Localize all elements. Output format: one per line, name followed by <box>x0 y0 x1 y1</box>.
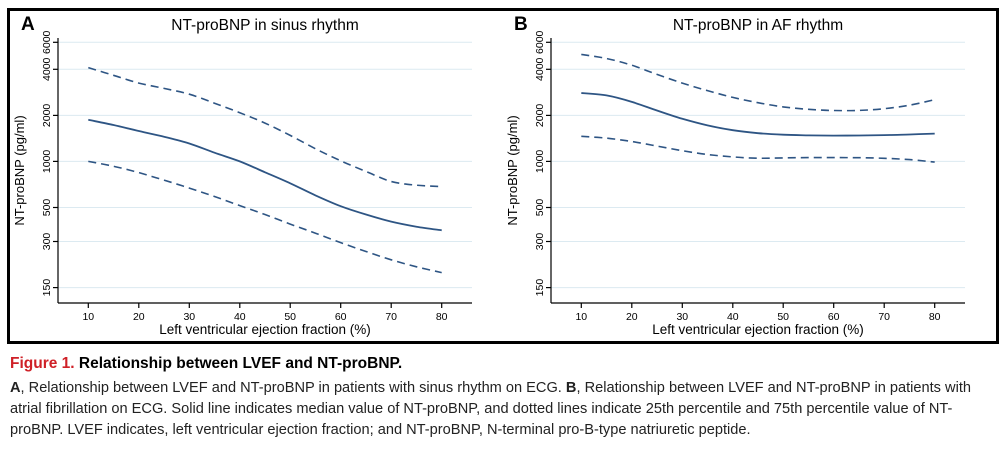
x-tick-label: 30 <box>676 311 688 323</box>
x-tick-label: 70 <box>385 311 397 323</box>
y-tick-label: 2000 <box>41 104 53 128</box>
figure-caption: Figure 1. Relationship between LVEF and … <box>10 354 1000 441</box>
caption-heading: Figure 1. Relationship between LVEF and … <box>10 354 1000 374</box>
x-tick-label: 80 <box>436 311 448 323</box>
chart-panel-b: 150 300 500 1000 2000 4000 6000 10 20 30 40 50 60 70 8… <box>503 11 996 341</box>
x-tick-label: 60 <box>335 311 347 323</box>
caption-body-segment: A <box>10 380 21 397</box>
y-tick-label: 500 <box>41 199 53 217</box>
chart-b-svg: 150 300 500 1000 2000 4000 6000 10 20 30 40 50 60 70 8… <box>505 17 965 337</box>
chart-a-svg: 150 300 500 1000 2000 4000 6000 10 20 30 40 50 60 70 8… <box>12 17 472 337</box>
y-tick-label: 500 <box>534 199 546 217</box>
chart-title: NT-proBNP in AF rhythm <box>673 17 843 34</box>
x-tick-label: 10 <box>575 311 587 323</box>
y-axis-title: NT-proBNP (pg/ml) <box>505 115 520 225</box>
figure-number-label: Figure 1. <box>10 355 75 372</box>
y-tick-label: 1000 <box>41 150 53 174</box>
y-tick-label: 4000 <box>41 57 53 81</box>
x-axis-title: Left ventricular ejection fraction (%) <box>652 322 864 337</box>
caption-body-segment: , Relationship between LVEF and NT-proBN… <box>10 380 971 439</box>
chart-panel-a: 150 300 500 1000 2000 4000 6000 10 20 30 40 50 60 70 8… <box>10 11 503 341</box>
series-75th-percentile-line <box>581 53 935 112</box>
x-axis-title: Left ventricular ejection fraction (%) <box>159 322 371 337</box>
y-tick-label: 6000 <box>41 30 53 54</box>
y-tick-label: 4000 <box>534 57 546 81</box>
x-tick-label: 70 <box>878 311 890 323</box>
x-tick-label: 80 <box>929 311 941 323</box>
x-tick-label: 60 <box>828 311 840 323</box>
series-median-nt-probnp-line <box>581 92 935 137</box>
panel-label-a: A <box>21 14 35 35</box>
x-tick-label: 50 <box>284 311 296 323</box>
x-tick-label: 20 <box>626 311 638 323</box>
caption-body-segment: , Relationship between LVEF and NT-proBN… <box>20 380 566 397</box>
x-tick-label: 50 <box>777 311 789 323</box>
y-tick-label: 300 <box>534 233 546 251</box>
x-tick-label: 40 <box>727 311 739 323</box>
caption-heading-text: Relationship between LVEF and NT-proBNP. <box>74 355 403 372</box>
x-tick-label: 20 <box>133 311 145 323</box>
x-tick-label: 30 <box>183 311 195 323</box>
y-tick-label: 6000 <box>534 30 546 54</box>
y-tick-label: 1000 <box>534 150 546 174</box>
x-tick-label: 40 <box>234 311 246 323</box>
caption-body-segment: B <box>565 380 577 397</box>
panel-label-b: B <box>514 14 528 35</box>
chart-title: NT-proBNP in sinus rhythm <box>171 17 359 34</box>
series-75th-percentile-line <box>88 66 442 188</box>
caption-body: A, Relationship between LVEF and NT-proB… <box>10 378 1000 441</box>
y-tick-label: 300 <box>41 233 53 251</box>
y-tick-label: 2000 <box>534 104 546 128</box>
x-tick-label: 10 <box>82 311 94 323</box>
figure-panel-box: 150 300 500 1000 2000 4000 6000 10 20 30 40 50 60 70 8… <box>7 8 999 344</box>
y-axis-title: NT-proBNP (pg/ml) <box>12 115 27 225</box>
series-median-nt-probnp-line <box>88 118 442 232</box>
series-25th-percentile-line <box>88 160 442 274</box>
y-tick-label: 150 <box>41 279 53 297</box>
series-25th-percentile-line <box>581 135 935 163</box>
y-tick-label: 150 <box>534 279 546 297</box>
